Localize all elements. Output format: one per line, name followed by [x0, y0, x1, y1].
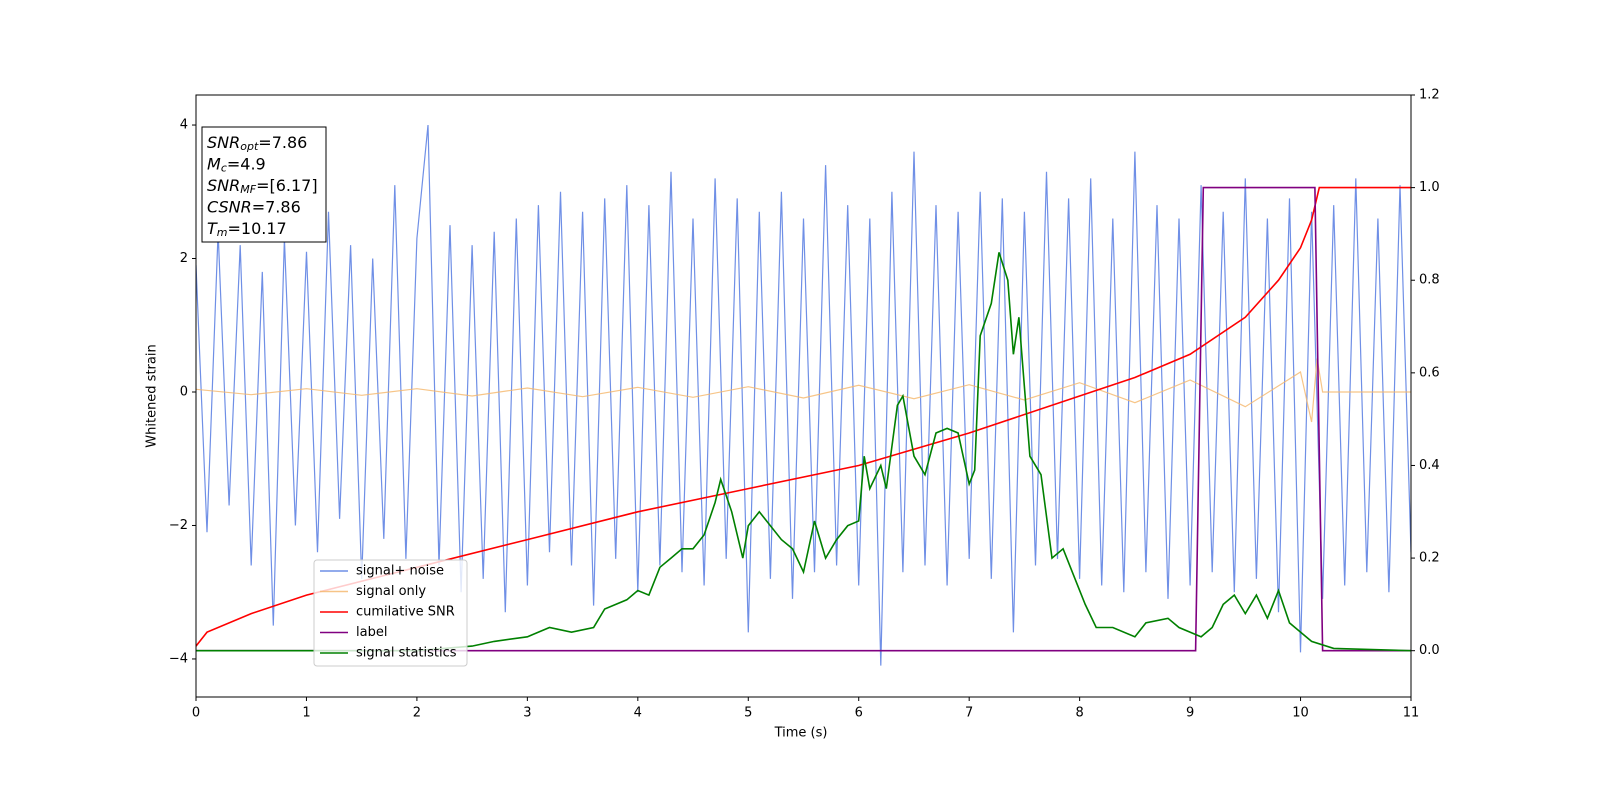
annotation-sub: m	[217, 226, 228, 239]
x-tick-label: 1	[302, 706, 310, 721]
x-tick-label: 9	[1186, 706, 1194, 721]
y2-tick-label: 0.8	[1419, 273, 1440, 288]
annotation-base: SNR	[207, 176, 240, 195]
series-line	[196, 252, 1411, 652]
y-axis-label: Whitened strain	[145, 344, 160, 447]
y2-tick-label: 1.2	[1419, 88, 1440, 103]
annotation-sub: c	[221, 162, 227, 175]
series-line	[196, 186, 1411, 647]
annotation-rest: =7.86	[252, 197, 301, 216]
legend-label: label	[356, 625, 387, 640]
x-tick-label: 7	[965, 706, 973, 721]
x-tick-label: 0	[192, 706, 200, 721]
series-line	[196, 124, 1411, 666]
y2-tick-label: 0.6	[1419, 365, 1440, 380]
y-tick-label: −4	[169, 651, 188, 666]
x-tick-label: 3	[523, 706, 531, 721]
annotation-rest: =7.86	[258, 133, 307, 152]
legend-box	[313, 559, 468, 667]
legend-label: signal only	[356, 584, 426, 599]
y2-tick-label: 0.0	[1419, 643, 1440, 658]
annotation-line: Tm=10.17	[207, 219, 287, 240]
annotation-base: SNR	[207, 133, 240, 152]
annotation-rest: =10.17	[228, 219, 287, 238]
y-tick-label: 0	[180, 384, 188, 399]
y2-tick-label: 0.4	[1419, 458, 1440, 473]
x-tick-label: 5	[744, 706, 752, 721]
annotation-sub: MF	[240, 183, 256, 196]
annotation-line: CSNR=7.86	[207, 197, 301, 216]
y-tick-label: 2	[180, 251, 188, 266]
x-tick-label: 11	[1403, 706, 1420, 721]
annotation-sub: opt	[240, 140, 259, 153]
x-tick-label: 6	[855, 706, 863, 721]
x-tick-label: 10	[1292, 706, 1309, 721]
annotation-base: M	[207, 154, 221, 173]
y-tick-label: 4	[180, 118, 188, 133]
annotation-base: CSNR	[207, 197, 252, 216]
series-line	[196, 186, 1411, 652]
annotation-base: T	[207, 219, 218, 238]
legend-label: cumilative SNR	[356, 605, 455, 620]
plot-frame	[195, 94, 1412, 698]
x-tick-label: 2	[413, 706, 421, 721]
annotation-line: Mc=4.9	[207, 154, 266, 175]
annotation-line: SNRopt=7.86	[207, 133, 307, 154]
legend-label: signal+ noise	[356, 564, 444, 579]
x-tick-label: 4	[634, 706, 642, 721]
legend-label: signal statistics	[356, 646, 457, 661]
x-tick-label: 8	[1075, 706, 1083, 721]
x-axis-label: Time (s)	[774, 726, 828, 741]
annotation-rest: =[6.17]	[256, 176, 318, 195]
y2-tick-label: 1.0	[1419, 180, 1440, 195]
series-line	[196, 358, 1411, 423]
y2-tick-label: 0.2	[1419, 551, 1440, 566]
annotation-box	[201, 126, 327, 243]
annotation-line: SNRMF=[6.17]	[207, 176, 318, 197]
y-tick-label: −2	[169, 518, 188, 533]
annotation-rest: =4.9	[227, 154, 266, 173]
